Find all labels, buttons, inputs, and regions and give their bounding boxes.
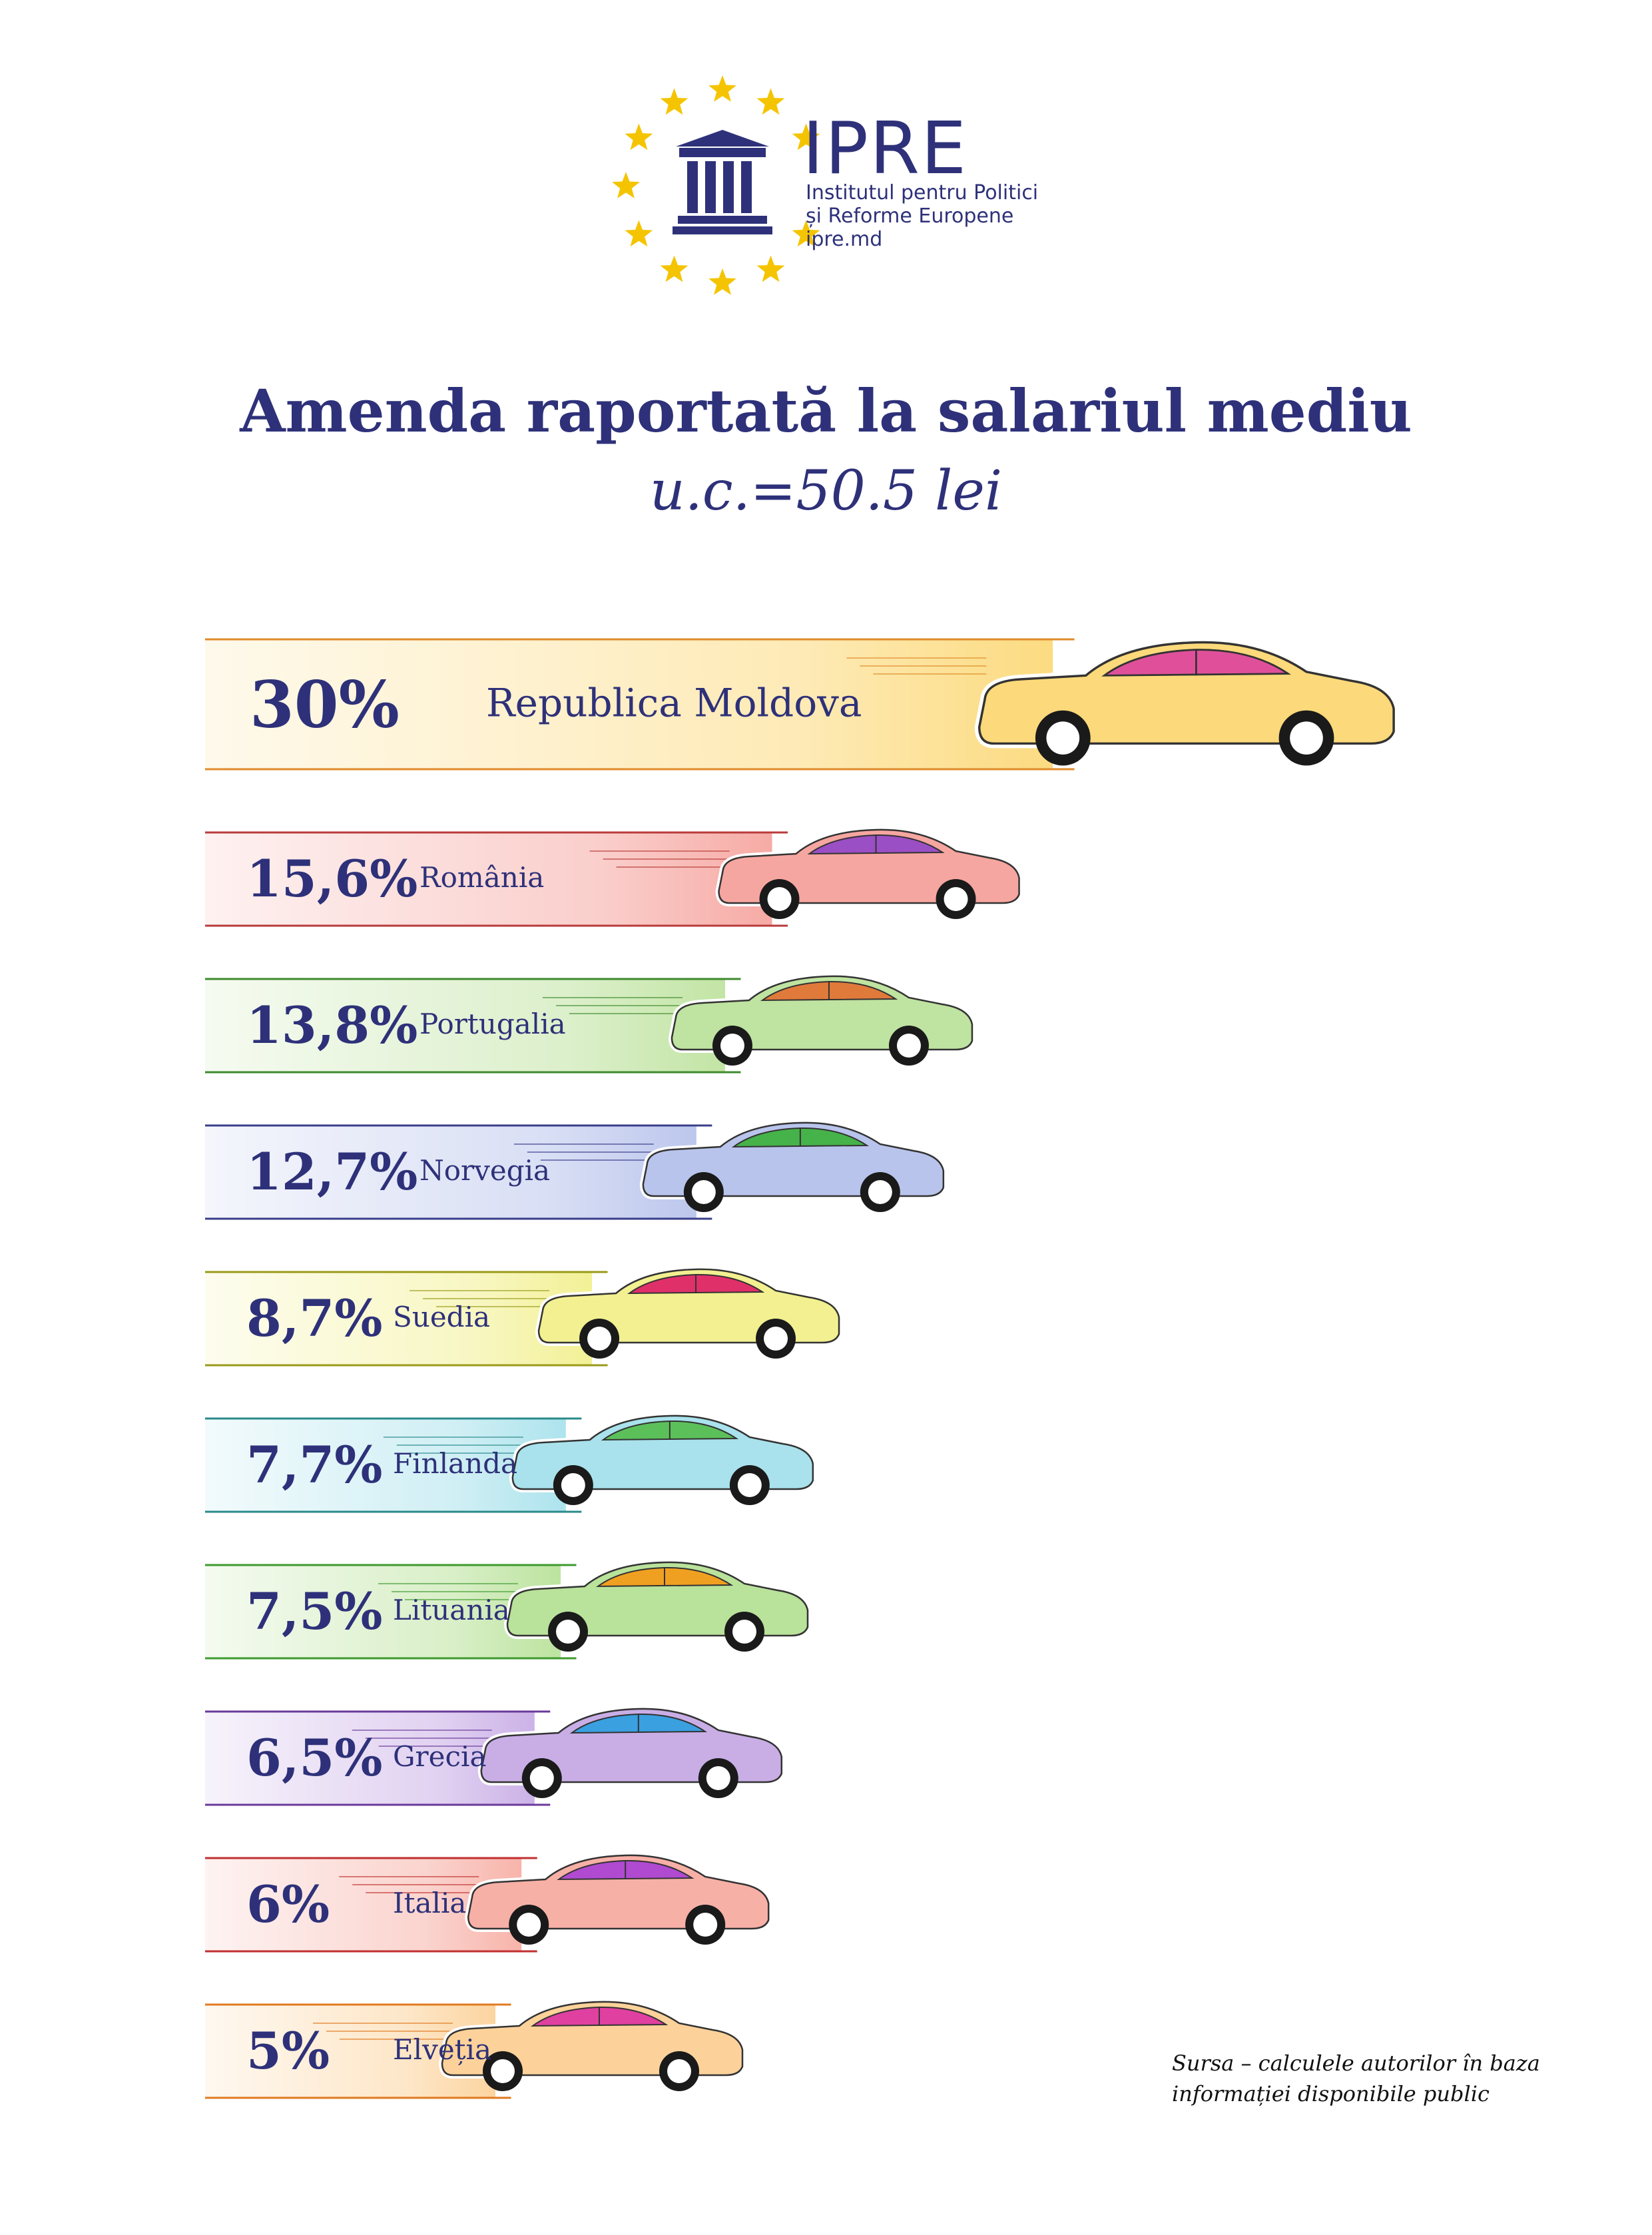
- category-label: Norvegia: [419, 1154, 550, 1187]
- category-label: Suedia: [393, 1301, 490, 1333]
- bar: [205, 1125, 696, 1219]
- star-icon: [708, 75, 736, 102]
- star-icon: [612, 172, 640, 198]
- bar-row: 7,7% Finlanda: [205, 1412, 816, 1513]
- bar-row: 8,7% Suedia: [205, 1265, 843, 1367]
- bar: [205, 639, 1053, 769]
- source-line-1: Sursa – calculele autorilor în baza: [1172, 2051, 1540, 2076]
- car-icon: [503, 1558, 811, 1652]
- category-label: Lituania: [393, 1594, 510, 1626]
- star-icon: [756, 255, 785, 282]
- star-icon: [625, 123, 653, 151]
- category-label: Italia: [393, 1887, 466, 1919]
- org-line-3: ipre.md: [806, 228, 883, 251]
- star-icon: [625, 220, 653, 247]
- category-label: Elveția: [393, 2033, 491, 2066]
- value-label: 7,7%: [246, 1435, 382, 1494]
- value-label: 12,7%: [246, 1142, 417, 1201]
- chart-title: Amenda raportată la salariul mediu: [240, 376, 1412, 446]
- bar: [205, 1712, 535, 1805]
- car-icon: [535, 1265, 843, 1359]
- bar: [205, 1272, 593, 1365]
- star-icon: [660, 88, 688, 115]
- category-label: România: [419, 861, 544, 894]
- category-label: Grecia: [393, 1740, 486, 1773]
- car-icon: [715, 826, 1023, 919]
- source-line-2: informației disponibile public: [1172, 2081, 1490, 2106]
- value-label: 30%: [250, 667, 400, 743]
- org-line-1: Institutul pentru Politici: [806, 181, 1039, 204]
- star-icon: [660, 255, 688, 282]
- value-label: 6,5%: [246, 1728, 382, 1787]
- car-icon: [668, 972, 975, 1066]
- source-note: Sursa – calculele autorilor în baza info…: [1172, 2048, 1540, 2109]
- star-icon: [708, 268, 736, 295]
- car-icon: [438, 1998, 746, 2091]
- org-name: IPRE: [802, 107, 968, 190]
- value-label: 5%: [246, 2021, 330, 2080]
- car-icon: [639, 1119, 947, 1212]
- star-icon: [792, 123, 820, 151]
- bar: [205, 979, 725, 1072]
- category-label: Republica Moldova: [486, 681, 862, 726]
- star-icon: [756, 88, 785, 115]
- value-label: 15,6%: [246, 849, 417, 908]
- bar: [205, 1419, 566, 1512]
- star-icon: [792, 220, 820, 247]
- bar: [205, 1565, 561, 1658]
- car-icon: [974, 637, 1399, 766]
- value-label: 6%: [246, 1875, 330, 1934]
- bar-row: 15,6% România: [205, 826, 1023, 927]
- bar-row: 12,7% Norvegia: [205, 1119, 947, 1220]
- value-label: 8,7%: [246, 1289, 382, 1348]
- bar-row: 5% Elveția: [205, 1998, 746, 2099]
- car-icon: [465, 1851, 772, 1945]
- bar-row: 6,5% Grecia: [205, 1705, 785, 1806]
- bar-row: 6% Italia: [205, 1851, 772, 1953]
- category-label: Portugalia: [419, 1008, 566, 1040]
- car-icon: [509, 1412, 816, 1505]
- ipre-logo: [612, 75, 820, 295]
- eu-stars-icon: [612, 75, 820, 295]
- institution-building-icon: [673, 130, 772, 234]
- bar-row: 30% Republica Moldova: [205, 637, 1399, 771]
- car-icon: [477, 1705, 785, 1798]
- org-line-2: și Reforme Europene: [806, 204, 1014, 228]
- category-label: Finlanda: [393, 1447, 517, 1480]
- value-label: 7,5%: [246, 1582, 382, 1641]
- bar-row: 7,5% Lituania: [205, 1558, 811, 1660]
- bar: [205, 832, 772, 926]
- chart-subtitle: u.c.=50.5 lei: [649, 460, 1003, 523]
- bar-row: 13,8% Portugalia: [205, 972, 975, 1074]
- value-label: 13,8%: [246, 996, 417, 1055]
